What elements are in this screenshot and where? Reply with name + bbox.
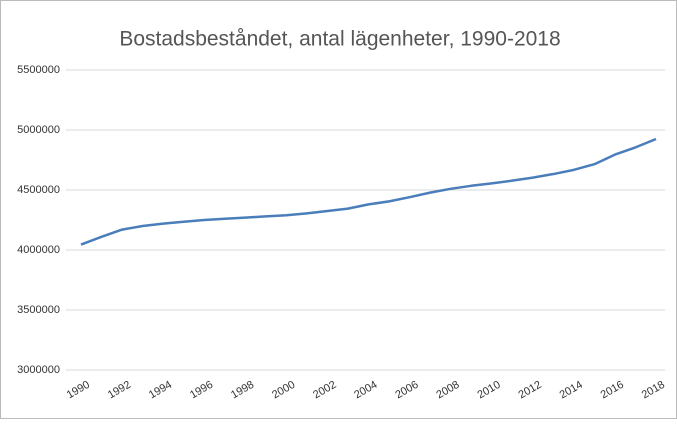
- y-tick-label: 5500000: [17, 64, 60, 76]
- line-series: [80, 137, 657, 246]
- y-tick-label: 4500000: [17, 184, 60, 196]
- chart-title: Bostadsbeståndet, antal lägenheter, 1990…: [119, 28, 560, 51]
- y-tick-label: 4000000: [17, 244, 60, 256]
- y-tick-label: 5000000: [17, 124, 60, 136]
- y-tick-label: 3000000: [17, 364, 60, 376]
- y-tick-label: 3500000: [17, 304, 60, 316]
